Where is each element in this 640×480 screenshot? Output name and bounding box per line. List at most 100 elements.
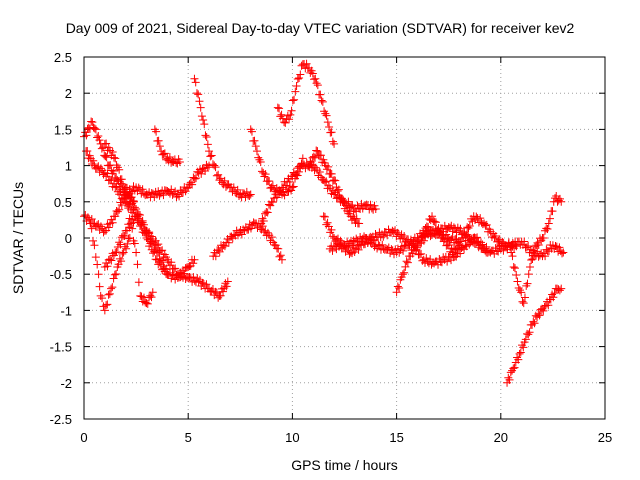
data-point [108,283,117,292]
data-point [201,131,210,140]
data-point [176,273,185,282]
data-point [514,355,523,364]
data-point [261,170,270,179]
data-point [148,288,157,297]
data-point [267,233,276,242]
data-point [95,282,104,291]
data-point [311,74,320,83]
data-point [334,185,343,194]
data-point [517,288,526,297]
data-point [102,301,111,310]
data-point [105,289,114,298]
data-point [469,233,478,242]
data-point [211,252,220,261]
data-point [393,282,402,291]
data-point [456,249,465,258]
data-point [333,186,342,195]
data-point [275,104,284,113]
data-point [134,183,143,192]
data-point [134,210,143,219]
y-tick-label: -2 [60,376,72,391]
data-point [534,241,543,250]
data-point [287,106,296,115]
data-point [130,203,139,212]
data-point [315,168,324,177]
data-point [307,160,316,169]
data-point [558,249,567,258]
data-point [551,241,560,250]
data-point [186,178,195,187]
data-point [246,190,255,199]
data-point [205,147,214,156]
data-point [91,253,100,262]
data-point [190,74,199,83]
data-point [112,247,121,256]
data-point [83,213,92,222]
data-point [434,224,443,233]
data-point [417,249,426,258]
data-point [295,74,304,83]
data-point [103,300,112,309]
grid-lines [84,57,605,419]
data-point [313,81,322,90]
data-point [530,319,539,328]
data-point [149,238,158,247]
data-point [499,246,508,255]
data-point [327,225,336,234]
data-point [545,214,554,223]
data-point [379,232,388,241]
data-point [247,127,256,136]
data-point [528,255,537,264]
data-point [549,293,558,302]
data-point [194,90,203,99]
data-point [285,115,294,124]
x-tick-label: 20 [494,430,508,445]
data-point [302,59,311,68]
data-point [354,245,363,254]
data-point [171,264,180,273]
data-point [142,299,151,308]
data-point [332,235,341,244]
data-point [557,197,566,206]
data-point [255,155,264,164]
data-point [395,283,404,292]
x-tick-label: 5 [185,430,192,445]
data-point [539,233,548,242]
data-point [431,218,440,227]
data-point [211,163,220,172]
data-point [443,257,452,266]
y-tick-label: 1 [65,159,72,174]
data-point [165,152,174,161]
y-tick-label: 2.5 [54,50,72,65]
data-point [197,112,206,121]
data-point [85,124,94,133]
data-point [323,218,332,227]
data-point [160,264,169,273]
data-point [288,183,297,192]
data-point [151,244,160,253]
data-point [109,167,118,176]
data-point [276,187,285,196]
data-point [88,118,97,127]
data-point [506,368,515,377]
data-point [112,182,121,191]
data-point [94,131,103,140]
data-point [156,258,165,267]
data-point [507,248,516,257]
data-point [509,262,518,271]
data-point [312,146,321,155]
data-point [180,269,189,278]
data-point [415,250,424,259]
chart-title: Day 009 of 2021, Sidereal Day-to-day VTE… [65,20,575,36]
data-point [138,216,147,225]
data-point [111,212,120,221]
data-point [320,178,329,187]
data-point [378,240,387,249]
data-point [400,232,409,241]
data-point [345,207,354,216]
data-point [327,169,336,178]
data-point [313,147,322,156]
data-point [298,154,307,163]
data-point [292,81,301,90]
data-point [125,223,134,232]
